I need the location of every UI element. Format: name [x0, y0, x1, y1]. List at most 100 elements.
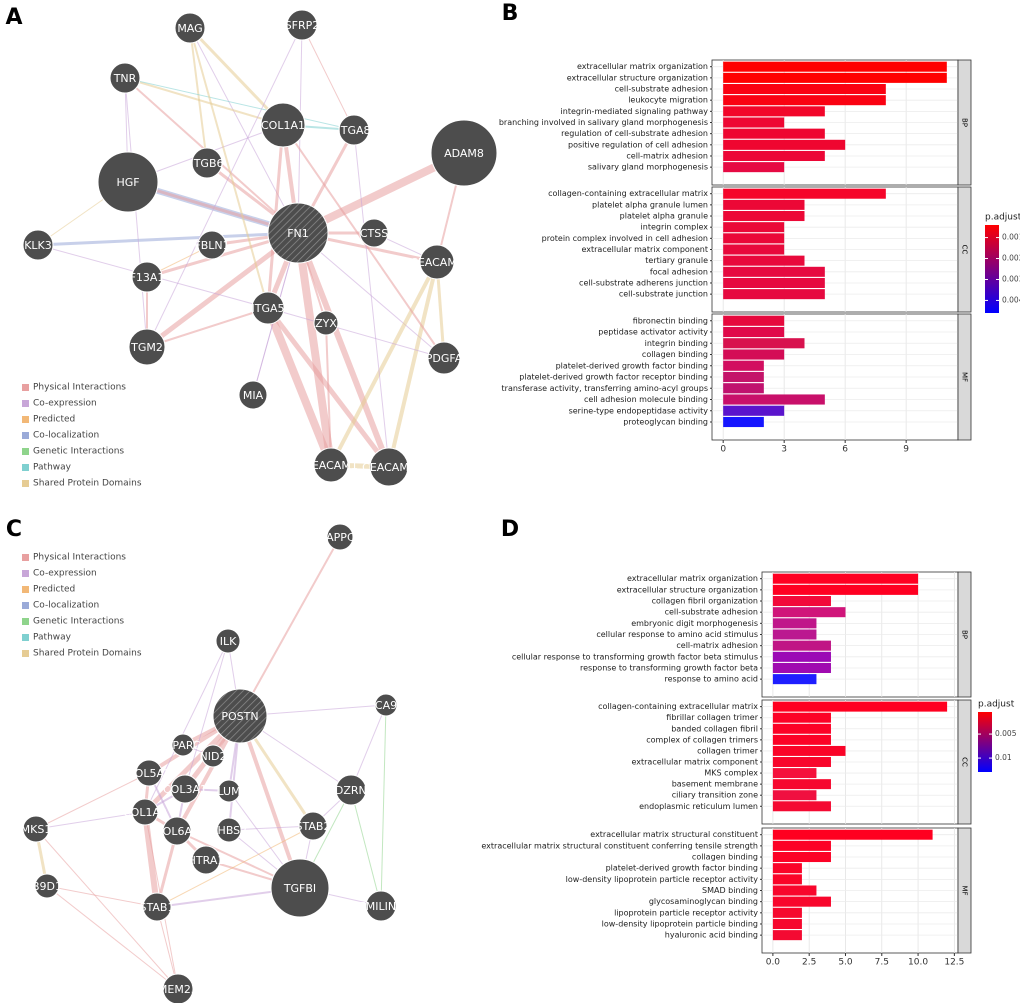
category-label: focal adhesion: [650, 267, 708, 276]
edge: [189, 27, 299, 234]
facet-strip: [957, 59, 972, 186]
category-label: extracellular matrix structural constitu…: [590, 830, 758, 839]
category-label: transferase activity, transferring amino…: [502, 384, 708, 393]
panel-label: A: [5, 5, 22, 30]
bar: [772, 662, 831, 674]
edge: [329, 261, 439, 466]
node-label: NID2: [200, 750, 227, 763]
legend-swatch: [22, 554, 29, 561]
bar: [723, 277, 825, 289]
legend-swatch: [22, 464, 29, 471]
node: [97, 151, 159, 213]
node: [135, 759, 163, 787]
node: [131, 798, 159, 826]
category-label: endoplasmic reticulum lumen: [639, 802, 758, 811]
edge: [380, 704, 387, 907]
node-label: CEACAM6: [410, 256, 464, 269]
node-label: B9D1: [32, 880, 62, 893]
bar: [772, 674, 817, 685]
node-label: CA9: [375, 699, 397, 712]
bar: [772, 757, 831, 767]
legend-swatch: [22, 618, 29, 625]
node-label: PDZRN3: [328, 784, 374, 797]
node-label: POSTN: [221, 710, 258, 723]
bar: [723, 150, 825, 162]
edge: [239, 536, 341, 717]
bar: [772, 701, 948, 712]
node-label: PDGFA: [426, 352, 463, 365]
category-label: collagen trimer: [697, 746, 759, 755]
node: [109, 62, 141, 94]
edge: [35, 828, 179, 990]
bar: [772, 829, 933, 840]
legend-swatch: [22, 602, 29, 609]
node-label: SPARC: [165, 739, 201, 752]
node-label: STAB2: [296, 820, 331, 833]
colorbar-tick-label: 0.002: [1002, 254, 1020, 263]
edge: [301, 24, 355, 131]
category-label: hyaluronic acid binding: [665, 931, 758, 940]
bar: [772, 790, 817, 801]
bar: [772, 584, 919, 595]
legend-label: Predicted: [33, 585, 75, 595]
node-label: MIA: [243, 389, 264, 402]
bar: [723, 139, 846, 150]
edge: [238, 715, 302, 889]
edge: [184, 640, 229, 790]
facet-label: BP: [961, 118, 969, 127]
bar: [772, 607, 846, 618]
node: [212, 688, 268, 744]
bar: [772, 840, 831, 851]
bar: [723, 61, 947, 72]
edge: [35, 772, 150, 830]
legend-swatch: [22, 400, 29, 407]
node: [326, 523, 354, 551]
x-tick-label: 12.5: [944, 958, 964, 968]
x-tick-label: 5.0: [838, 958, 853, 968]
category-label: complex of collagen trimers: [646, 735, 758, 744]
facet-strip: [957, 571, 972, 698]
node-label: COL3A1: [163, 783, 207, 796]
node-label: KLK3: [24, 239, 52, 252]
category-label: regulation of cell-substrate adhesion: [561, 129, 708, 138]
node: [374, 693, 398, 717]
category-label: collagen-containing extracellular matrix: [548, 189, 708, 198]
edge: [189, 27, 208, 164]
colorbar-tick-label: 0.001: [1002, 233, 1020, 242]
legend-label: Pathway: [33, 633, 72, 643]
panel-label: B: [502, 1, 519, 26]
bar: [772, 651, 831, 662]
node-label: MKS1: [21, 823, 52, 836]
edge: [124, 77, 284, 126]
node-label: ITGB6: [190, 157, 223, 170]
node: [267, 202, 329, 264]
category-label: platelet-derived growth factor binding: [606, 864, 758, 873]
category-label: platelet alpha granule: [620, 212, 708, 221]
x-tick-label: 7.5: [875, 958, 889, 968]
node-label: ITGA8: [337, 124, 370, 137]
bar: [723, 255, 805, 266]
category-label: cell-substrate adhesion: [615, 85, 708, 94]
x-tick-label: 6: [842, 445, 848, 455]
node-label: COL1A2: [123, 806, 167, 819]
edge: [295, 231, 392, 469]
category-label: extracellular matrix organization: [627, 574, 758, 583]
bar: [723, 233, 785, 244]
colorbar-tick-label: 0.01: [995, 753, 1012, 762]
bar: [772, 885, 817, 896]
node: [197, 230, 227, 260]
bar: [723, 383, 764, 394]
edge: [325, 322, 332, 466]
category-label: extracellular structure organization: [617, 585, 758, 594]
edge: [156, 825, 314, 908]
node-label: COL1A1: [261, 119, 305, 132]
node-label: FN1: [287, 227, 309, 240]
category-label: cell-matrix adhesion: [676, 641, 758, 650]
colorbar-title: p.adjust: [985, 213, 1020, 223]
bar: [723, 128, 825, 139]
bar: [723, 199, 805, 210]
category-label: integrin binding: [645, 339, 708, 348]
bar: [723, 222, 785, 233]
legend-swatch: [22, 384, 29, 391]
